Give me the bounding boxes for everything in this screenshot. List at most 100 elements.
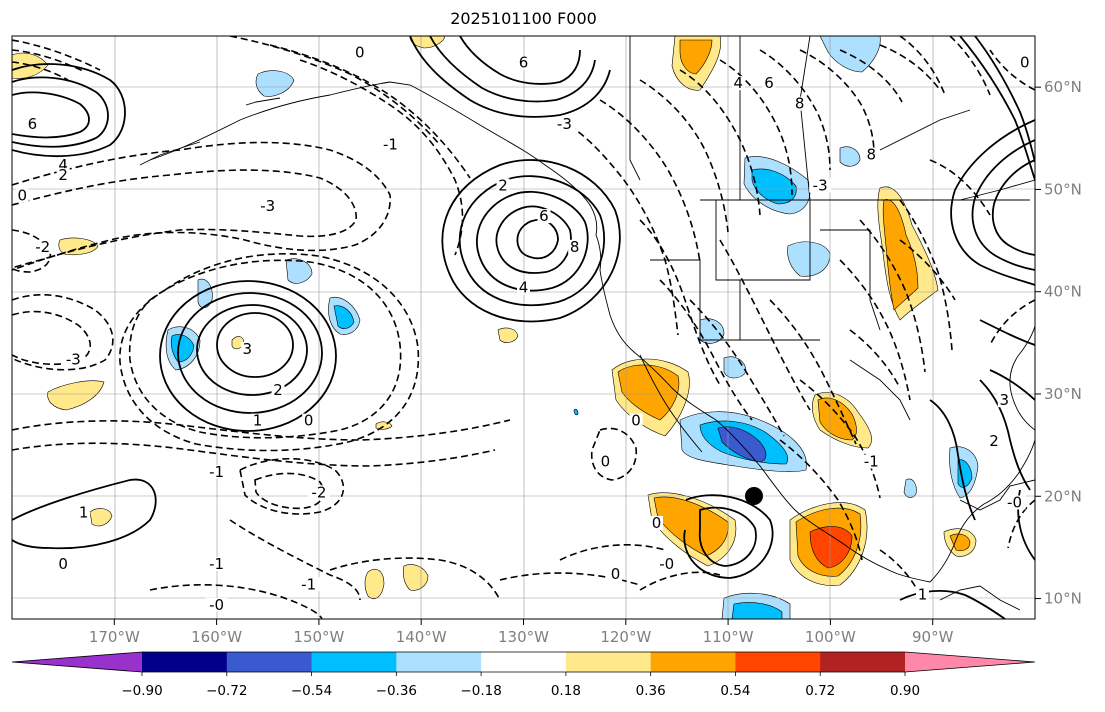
colorbar-label: −0.72	[206, 683, 247, 699]
colorbar-segment	[226, 652, 313, 672]
contour-label-bg	[56, 168, 70, 183]
contour-label-bg	[809, 178, 832, 193]
contour-label-bg	[864, 147, 878, 162]
contour-label-bg	[860, 454, 883, 469]
contour-label: 4	[58, 156, 68, 174]
contour-label: 8	[570, 238, 580, 256]
contour-label: 2	[273, 381, 283, 399]
lon-tick-label: 170°W	[89, 628, 140, 646]
contour-label: 0	[1020, 54, 1030, 72]
contour-label: 0	[652, 514, 662, 532]
contour-label: 1	[918, 586, 928, 604]
contour-label: 3	[1000, 391, 1010, 409]
location-marker	[745, 487, 763, 505]
colorbar-segment	[820, 652, 906, 672]
contour-label: -0	[1007, 493, 1022, 511]
contour-label: -2	[311, 483, 326, 501]
contour-label: -3	[260, 197, 275, 215]
lon-tick-label: 150°W	[293, 628, 344, 646]
contour-label: 3	[243, 340, 253, 358]
contour-label-bg	[62, 352, 85, 367]
colorbar-label: 0.18	[551, 683, 581, 699]
colorbar: −0.90 −0.72 −0.54 −0.36 −0.18 0.18 0.36 0.54 0.7…	[11, 651, 1036, 699]
contour-label: 0	[355, 43, 365, 61]
colorbar-label: 0.72	[805, 683, 835, 699]
contour-label-bg	[517, 55, 530, 70]
colorbar-label: −0.18	[460, 683, 501, 699]
contour-label: 6	[28, 115, 38, 133]
coastlines	[139, 36, 1035, 611]
contour-label: -1	[383, 136, 398, 154]
colorbar-label: −0.54	[291, 683, 332, 699]
contour-label-bg	[307, 485, 330, 500]
contour-label-bg	[731, 76, 745, 91]
contour-label: -1	[209, 463, 224, 481]
contour-label-bg	[915, 587, 929, 602]
contour-label-bg	[568, 239, 582, 254]
contour-label-bg	[256, 198, 279, 213]
contour-label-bg	[655, 556, 678, 571]
lat-tick-label: 60°N	[1044, 78, 1082, 96]
contour-label-bg	[379, 137, 402, 152]
contour-label: 8	[867, 146, 877, 164]
contour-label-bg	[997, 393, 1011, 408]
contour-label-bg	[56, 556, 70, 571]
lat-tick-label: 30°N	[1044, 385, 1082, 403]
contour-label-bg	[762, 76, 776, 91]
contour-label: 1	[253, 412, 263, 430]
contour-label-bg	[240, 342, 254, 357]
colorbar-segment	[311, 652, 397, 672]
contours-dashed	[12, 36, 1035, 619]
contour-label-bg	[25, 117, 39, 132]
contour-label: -1	[301, 575, 316, 593]
contour-label-bg	[251, 413, 265, 428]
contour-label: 0	[17, 187, 27, 205]
colorbar-segment	[735, 652, 821, 672]
colorbar-label: 0.54	[720, 683, 750, 699]
contour-label-bg	[353, 45, 367, 60]
colorbar-extend-low	[12, 652, 142, 672]
colorbar-segment	[142, 652, 228, 672]
contour-label: -0	[209, 596, 224, 614]
colorbar-segment	[396, 652, 482, 672]
colorbar-extend-high	[905, 652, 1035, 672]
lat-tick-label: 10°N	[1044, 590, 1082, 608]
contour-label-bg	[271, 382, 285, 397]
contour-label-bg	[629, 413, 643, 428]
contour-label-bg	[496, 178, 510, 193]
contour-label-bg	[553, 117, 576, 132]
latitude-ticks: 60°N 50°N 40°N 30°N 20°N 10°N	[1035, 78, 1082, 608]
contour-label: 2	[58, 166, 68, 184]
colorbar-label: 0.90	[890, 683, 920, 699]
lon-tick-label: 130°W	[498, 628, 549, 646]
lat-tick-label: 50°N	[1044, 180, 1082, 198]
contour-label-bg	[537, 209, 551, 224]
contour-label: 6	[539, 207, 549, 225]
contour-label-bg	[517, 280, 530, 295]
colorbar-segment	[650, 652, 736, 672]
contour-label-bg	[302, 413, 316, 428]
colorbar-segment	[481, 652, 567, 672]
contour-label: 0	[601, 453, 611, 471]
colorbar-label: −0.90	[121, 683, 162, 699]
contour-label: 0	[58, 555, 68, 573]
contour-label-bg	[31, 239, 54, 254]
lon-tick-label: 140°W	[396, 628, 447, 646]
contour-label: 0	[631, 412, 641, 430]
colorbar-label: 0.36	[636, 683, 666, 699]
contour-label: 6	[764, 74, 774, 92]
lon-tick-label: 100°W	[805, 628, 856, 646]
colorbar-label: −0.36	[376, 683, 417, 699]
contour-label-bg	[649, 515, 663, 530]
contour-label-bg	[598, 454, 612, 469]
map-title: 2025101100 F000	[450, 9, 597, 28]
contour-label-bg	[205, 597, 228, 612]
contour-label: 0	[304, 412, 314, 430]
contour-label-bg	[1003, 495, 1026, 510]
contour-label-bg	[205, 556, 228, 571]
contour-label: 2	[498, 176, 508, 194]
contours-solid	[12, 36, 1035, 619]
contour-label-bg	[609, 567, 623, 582]
contour-label: 6	[519, 54, 529, 72]
